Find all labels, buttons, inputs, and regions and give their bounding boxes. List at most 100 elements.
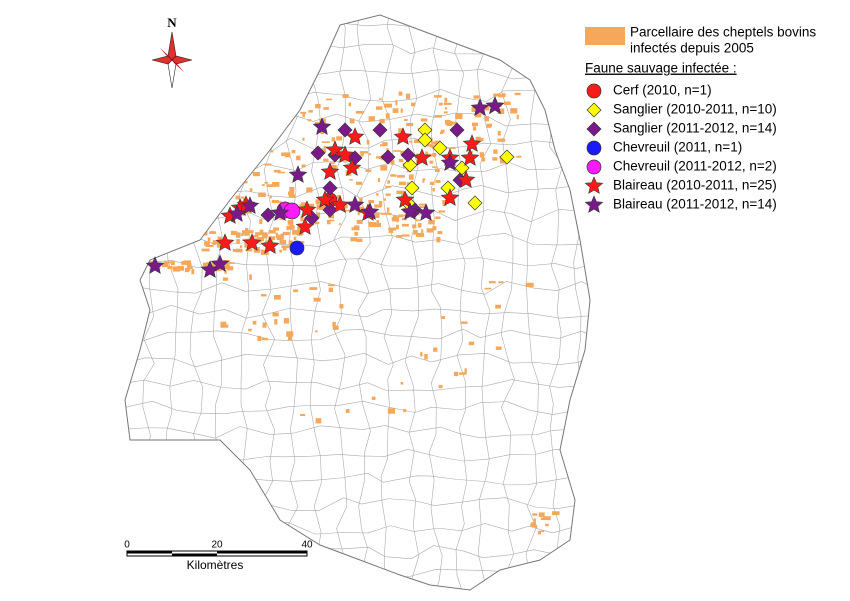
parcel [443, 111, 448, 114]
parcel [395, 100, 398, 106]
parcel [426, 142, 430, 147]
parcel [330, 162, 335, 165]
parcel [236, 239, 240, 244]
parcel [235, 195, 241, 200]
parcel [204, 241, 210, 246]
parcel [421, 229, 424, 235]
parcel [356, 181, 363, 185]
parcel [348, 102, 352, 107]
parcel [299, 204, 307, 209]
parcel [315, 103, 321, 109]
parcel [498, 281, 504, 284]
parcel [342, 94, 349, 98]
marker-diamond [402, 157, 418, 173]
parcel [534, 524, 538, 529]
parcel [187, 266, 193, 269]
marker-star [440, 153, 460, 171]
parcel [398, 181, 406, 186]
parcel [308, 110, 313, 113]
parcel [376, 193, 379, 196]
commune-line [549, 15, 564, 590]
parcel [460, 321, 468, 324]
parcel [368, 153, 371, 156]
marker-star [456, 170, 476, 188]
marker-star [320, 162, 340, 180]
commune-line [213, 15, 225, 590]
parcel [259, 229, 264, 235]
parcel [227, 266, 234, 271]
parcel [245, 249, 250, 252]
legend: Parcellaire des cheptels bovins infectés… [584, 25, 816, 213]
parcel [273, 294, 281, 300]
parcel [525, 282, 534, 287]
parcel [438, 210, 446, 213]
marker-diamond [380, 149, 396, 165]
marker-star [297, 200, 317, 218]
parcel [220, 321, 227, 328]
marker-circle [586, 83, 602, 99]
commune-line [454, 15, 468, 590]
parcel [320, 129, 325, 135]
parcel [393, 150, 401, 152]
parcel [279, 239, 287, 245]
parcel [451, 121, 458, 125]
commune-line [164, 15, 180, 590]
legend-label: Cerf (2010, n=1) [613, 83, 712, 98]
parcel [205, 244, 210, 248]
parcel [501, 93, 506, 97]
parcel [493, 149, 498, 154]
parcel [260, 232, 268, 236]
parcel [232, 248, 237, 252]
parcel [514, 92, 521, 96]
parcel [217, 243, 224, 248]
parcel [444, 97, 448, 103]
commune-line [125, 377, 590, 391]
marker-star [270, 203, 290, 221]
parcel [273, 227, 280, 231]
parcel [401, 218, 407, 221]
parcel [398, 91, 403, 96]
parcel [273, 169, 281, 173]
parcel [336, 136, 343, 141]
parcel [289, 187, 295, 192]
commune-line [125, 496, 590, 511]
marker-diamond [499, 149, 515, 165]
parcel [266, 184, 274, 187]
parcel [412, 224, 417, 229]
marker-diamond [372, 122, 388, 138]
parcel [319, 206, 324, 210]
parcel [532, 513, 538, 516]
marker-diamond [337, 122, 353, 138]
parcel [493, 93, 501, 97]
parcel [411, 102, 416, 107]
legend-subtitle: Faune sauvage infectée : [585, 61, 737, 76]
parcel [301, 202, 307, 206]
scale-tick: 40 [301, 540, 313, 551]
north-label: N [167, 15, 177, 30]
parcel [543, 516, 551, 521]
commune-line [260, 15, 276, 590]
parcel [248, 328, 252, 332]
parcel [433, 347, 438, 352]
scale-tick: 0 [124, 540, 130, 551]
parcel [432, 187, 435, 192]
parcel [471, 122, 478, 127]
parcel [207, 237, 211, 242]
marker-star [315, 190, 335, 208]
parcel [443, 102, 452, 105]
parcel [386, 207, 390, 213]
parcel [382, 142, 388, 147]
parcel [359, 197, 363, 203]
commune-line [125, 328, 590, 344]
parcel [516, 114, 519, 120]
parcel [426, 228, 433, 233]
parcel [533, 518, 536, 524]
parcel [271, 200, 279, 204]
parcel [254, 238, 257, 240]
marker-star [295, 217, 315, 235]
parcel [174, 266, 180, 269]
marker-circle [586, 159, 602, 175]
parcel [379, 98, 382, 101]
parcel [448, 147, 456, 149]
